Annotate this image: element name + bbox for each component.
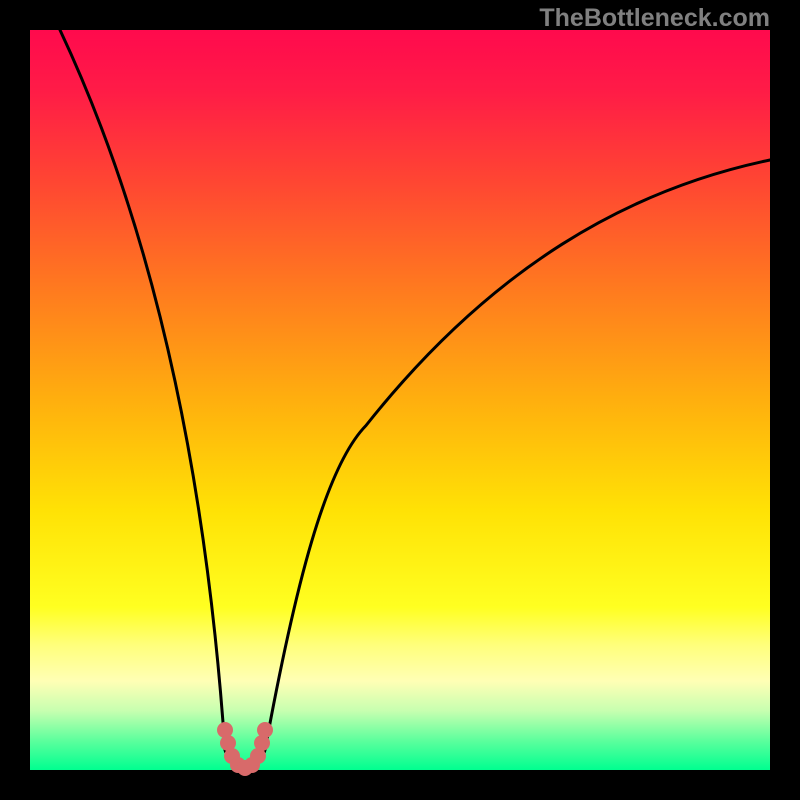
- gradient-background: [30, 30, 770, 770]
- plot-svg: [0, 0, 800, 800]
- frame: TheBottleneck.com: [0, 0, 800, 800]
- watermark-text: TheBottleneck.com: [539, 4, 770, 33]
- valley-marker: [257, 722, 273, 738]
